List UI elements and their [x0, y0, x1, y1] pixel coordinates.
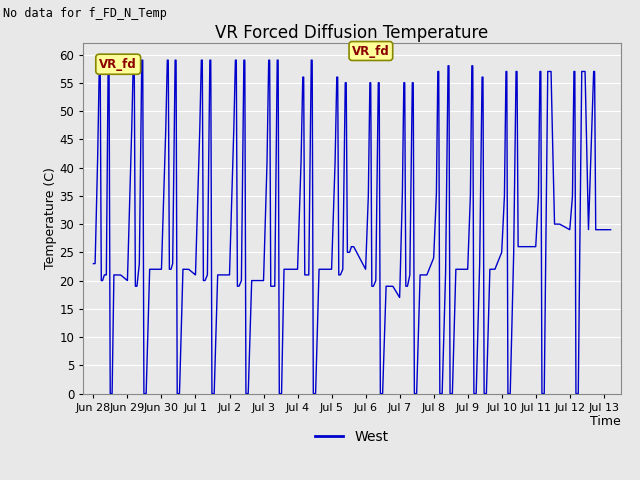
Text: No data for f_FD_N_Temp: No data for f_FD_N_Temp [3, 7, 167, 20]
Y-axis label: Temperature (C): Temperature (C) [44, 168, 56, 269]
Title: VR Forced Diffusion Temperature: VR Forced Diffusion Temperature [216, 24, 488, 42]
Text: VR_fd: VR_fd [352, 45, 390, 58]
X-axis label: Time: Time [590, 415, 621, 429]
Text: VR_fd: VR_fd [99, 58, 137, 71]
Legend: West: West [310, 425, 394, 450]
